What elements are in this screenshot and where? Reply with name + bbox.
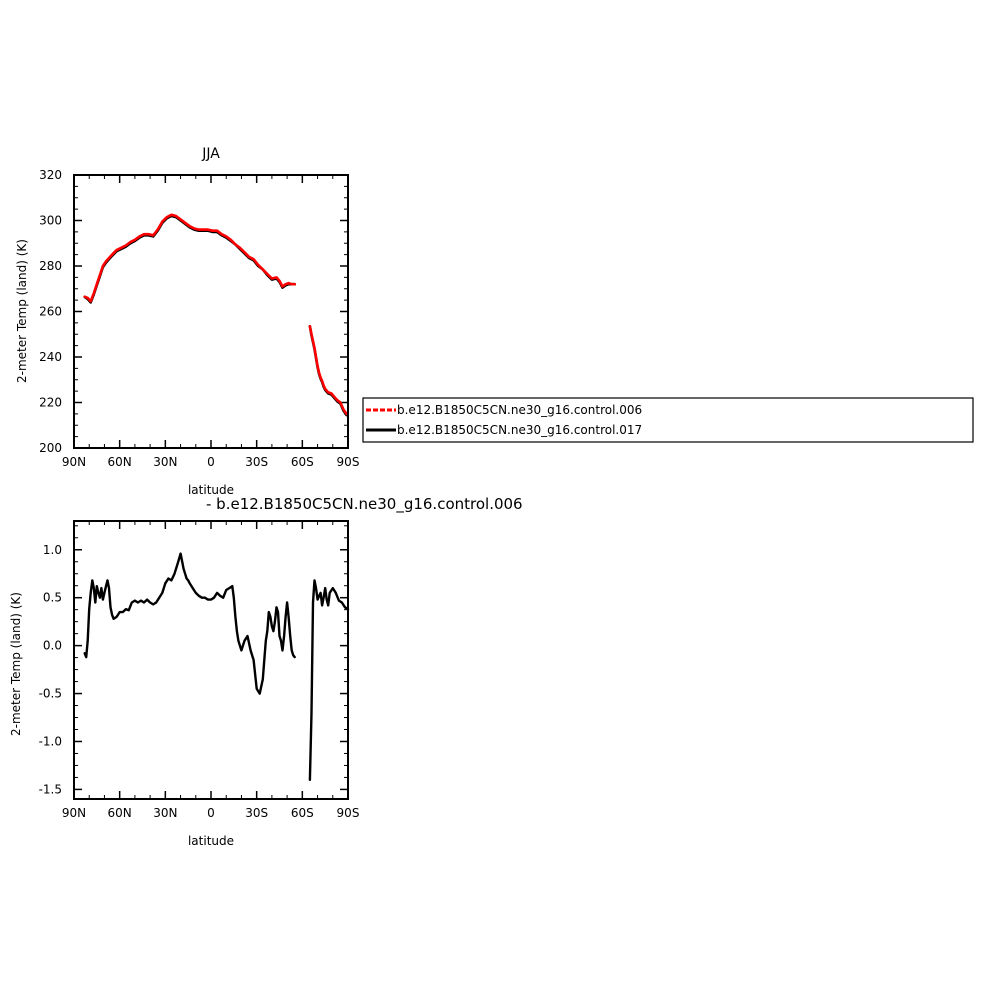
top-ylabel: 2-meter Temp (land) (K): [15, 239, 29, 383]
top-ytick-label: 300: [39, 214, 62, 228]
bottom-ytick-label: 0.0: [43, 639, 62, 653]
bottom-xtick-label: 90S: [337, 806, 360, 820]
bottom-ylabel: 2-meter Temp (land) (K): [9, 592, 23, 736]
bottom-ytick-label: 0.5: [43, 591, 62, 605]
legend: b.e12.B1850C5CN.ne30_g16.control.006 b.e…: [362, 397, 974, 443]
top-xtick-label: 0: [207, 455, 215, 469]
top-title: JJA: [201, 146, 220, 162]
top-xtick-label: 60N: [108, 455, 132, 469]
top-series-0-segment-1: [308, 324, 348, 416]
bottom-xlabel: latitude: [188, 834, 234, 848]
top-series-0-segment-0: [83, 213, 297, 303]
bottom-plot-frame: [73, 520, 349, 800]
bottom-ytick-label: 1.0: [43, 543, 62, 557]
bottom-title: - b.e12.B1850C5CN.ne30_g16.control.006: [206, 495, 523, 514]
top-xtick-label: 90S: [337, 455, 360, 469]
top-plot-frame: [73, 174, 349, 449]
top-xtick-label: 60S: [291, 455, 314, 469]
top-ytick-label: 320: [39, 168, 62, 182]
bottom-xtick-label: 30S: [245, 806, 268, 820]
top-ytick-label: 220: [39, 396, 62, 410]
legend-box: [362, 397, 974, 443]
bottom-ytick-label: -1.0: [39, 734, 62, 748]
bottom-xtick-label: 30N: [153, 806, 177, 820]
bottom-ytick-label: -1.5: [39, 782, 62, 796]
bottom-ytick-label: -0.5: [39, 687, 62, 701]
bottom-panel: - b.e12.B1850C5CN.ne30_g16.control.006 9…: [9, 495, 523, 848]
top-ytick-label: 260: [39, 305, 62, 319]
bottom-xtick-label: 60S: [291, 806, 314, 820]
top-xlabel: latitude: [188, 483, 234, 497]
bottom-xtick-label: 0: [207, 806, 215, 820]
top-ytick-label: 280: [39, 259, 62, 273]
legend-label-run017: b.e12.B1850C5CN.ne30_g16.control.017: [397, 423, 642, 437]
top-xtick-label: 30S: [245, 455, 268, 469]
bottom-xtick-label: 60N: [108, 806, 132, 820]
legend-label-run006: b.e12.B1850C5CN.ne30_g16.control.006: [397, 403, 642, 417]
top-xtick-label: 30N: [153, 455, 177, 469]
bottom-series-lines: [83, 552, 350, 781]
bottom-series-0-segment-0: [83, 552, 296, 695]
top-series-lines: [83, 213, 348, 417]
top-series-1-segment-0: [83, 214, 297, 304]
top-panel: JJA 90N 60N 30N 0 30S 60S 90S 200 220 240 260 280 30…: [15, 146, 359, 497]
top-ytick-label: 240: [39, 350, 62, 364]
bottom-xtick-label: 90N: [62, 806, 86, 820]
top-ytick-label: 200: [39, 441, 62, 455]
bottom-series-0-segment-1: [308, 579, 350, 781]
top-xtick-label: 90N: [62, 455, 86, 469]
top-ticks: 90N 60N 30N 0 30S 60S 90S 200 220 240 260 280 300 320: [39, 168, 359, 469]
